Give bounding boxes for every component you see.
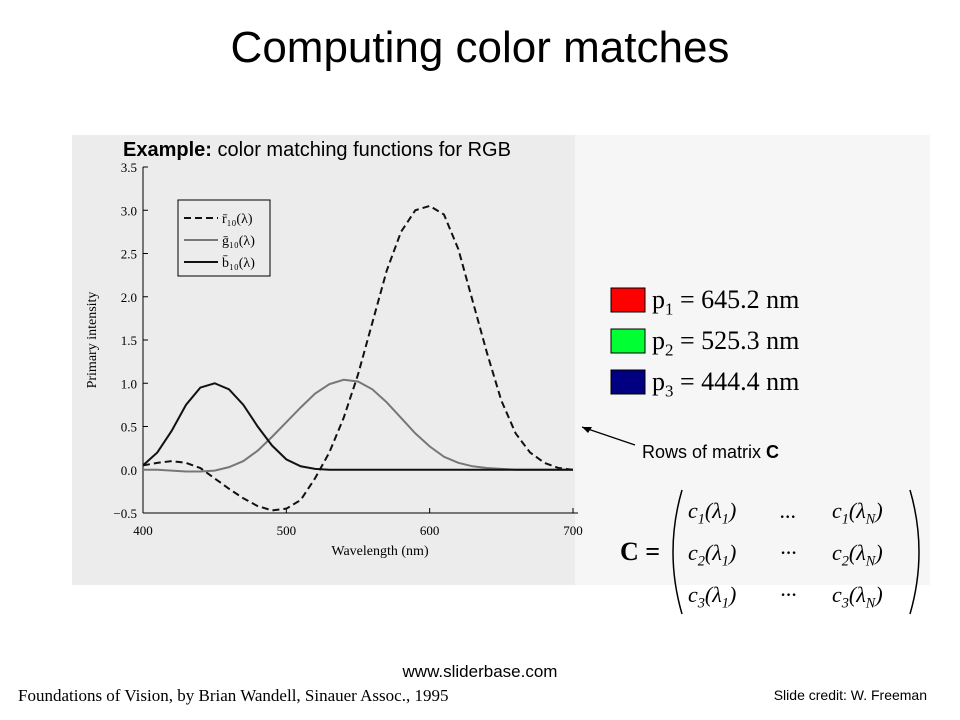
y-tick-label: 1.5: [121, 333, 137, 348]
y-tick-label: 2.0: [121, 290, 137, 305]
matrix-cell: c2(λN): [832, 540, 883, 570]
text-part: p: [652, 367, 665, 396]
y-tick-label: 3.0: [121, 203, 137, 218]
text-part: p: [652, 326, 665, 355]
matrix-cell: c2(λ1): [688, 540, 736, 570]
text-part: ): [727, 498, 736, 523]
text-part: (λ: [849, 498, 866, 523]
subscript: 3: [841, 596, 849, 612]
y-tick-label: 0.0: [121, 463, 137, 478]
slide-title: Computing color matches: [231, 23, 730, 72]
text-part: p: [652, 285, 665, 314]
series-line: [142, 382, 573, 471]
matrix-cell: ...: [780, 498, 797, 523]
matrix-cell: c3(λN): [832, 582, 883, 612]
text-part: ): [727, 582, 736, 607]
primary-label: p3 = 444.4 nm: [652, 367, 799, 401]
x-tick-label: 700: [563, 523, 583, 538]
y-tick-label: 2.5: [121, 247, 137, 262]
y-axis-label: Primary intensity: [85, 292, 100, 389]
text-part: = 645.2 nm: [673, 285, 799, 314]
x-tick-label: 400: [133, 523, 153, 538]
annotation-bold: C: [766, 442, 779, 462]
primary-swatch: [610, 369, 646, 395]
text-part: = 525.3 nm: [673, 326, 799, 355]
annotation-text: Rows of matrix: [642, 442, 761, 462]
series-line: [142, 204, 574, 512]
chart-title-text: color matching functions for RGB: [218, 139, 511, 161]
text-part: = 444.4 nm: [673, 367, 799, 396]
subscript: 1: [722, 512, 729, 528]
primary-swatch: [610, 328, 646, 354]
matrix-lhs: C =: [620, 537, 660, 566]
text-part: (λ: [705, 498, 722, 523]
x-tick-label: 600: [420, 523, 440, 538]
scan-page: [575, 135, 930, 585]
text-part: ···: [780, 540, 797, 565]
subscript: N: [865, 512, 877, 528]
matrix-cell: c1(λ1): [688, 498, 736, 528]
matrix-cell: ···: [780, 540, 797, 565]
matrix-cell: c1(λN): [832, 498, 883, 528]
subscript: 1: [665, 300, 673, 319]
footer-url: www.sliderbase.com: [402, 662, 558, 681]
matrix-cell: ···: [780, 582, 797, 607]
text-part: (λ: [705, 540, 722, 565]
subscript: 1: [722, 596, 729, 612]
text-part: c: [832, 498, 842, 523]
legend-label: b̄₁₀(λ): [222, 255, 255, 271]
text-part: ): [873, 540, 882, 565]
subscript: 1: [698, 512, 705, 528]
x-axis-label: Wavelength (nm): [331, 544, 429, 559]
annotation: Rows of matrix C: [642, 442, 779, 462]
matrix-paren-left: [672, 489, 683, 615]
text-part: (λ: [849, 582, 866, 607]
y-tick-label: 1.0: [121, 376, 137, 391]
matrix-paren-right: [909, 489, 920, 615]
subscript: 2: [665, 341, 673, 360]
text-part: c: [688, 540, 698, 565]
text-part: (λ: [705, 582, 722, 607]
text-part: ): [727, 540, 736, 565]
chart-title-bold: Example:: [123, 139, 212, 161]
text-part: ...: [780, 498, 797, 523]
annotation-arrow: [581, 426, 636, 446]
subscript: 3: [697, 596, 705, 612]
subscript: 1: [722, 554, 729, 570]
text-part: ···: [780, 582, 797, 607]
text-part: ): [873, 498, 882, 523]
subscript: 3: [665, 382, 673, 401]
text-part: (λ: [849, 540, 866, 565]
text-part: c: [688, 498, 698, 523]
subscript: 2: [698, 554, 705, 570]
matrix-cell: c3(λ1): [688, 582, 736, 612]
chart-title: Example: color matching functions for RG…: [123, 139, 511, 161]
x-tick-label: 500: [277, 523, 297, 538]
y-tick-label: −0.5: [113, 506, 137, 521]
subscript: N: [865, 554, 877, 570]
footer-source: Foundations of Vision, by Brian Wandell,…: [18, 686, 448, 705]
y-tick-label: 0.5: [121, 420, 137, 435]
primary-label: p1 = 645.2 nm: [652, 285, 799, 319]
legend-label: ḡ₁₀(λ): [222, 234, 255, 249]
text-part: c: [688, 582, 698, 607]
subscript: 2: [842, 554, 849, 570]
footer-credit: Slide credit: W. Freeman: [774, 687, 927, 703]
text-part: c: [832, 582, 842, 607]
y-tick-label: 3.5: [121, 160, 137, 175]
primary-swatch: [610, 287, 646, 313]
arrow-head: [582, 427, 592, 433]
subscript: N: [865, 596, 877, 612]
legend-label: r̄₁₀(λ): [222, 212, 253, 227]
text-part: c: [832, 540, 842, 565]
subscript: 1: [842, 512, 849, 528]
text-part: ): [873, 582, 882, 607]
primary-label: p2 = 525.3 nm: [652, 326, 799, 360]
legend-box: [177, 199, 271, 277]
